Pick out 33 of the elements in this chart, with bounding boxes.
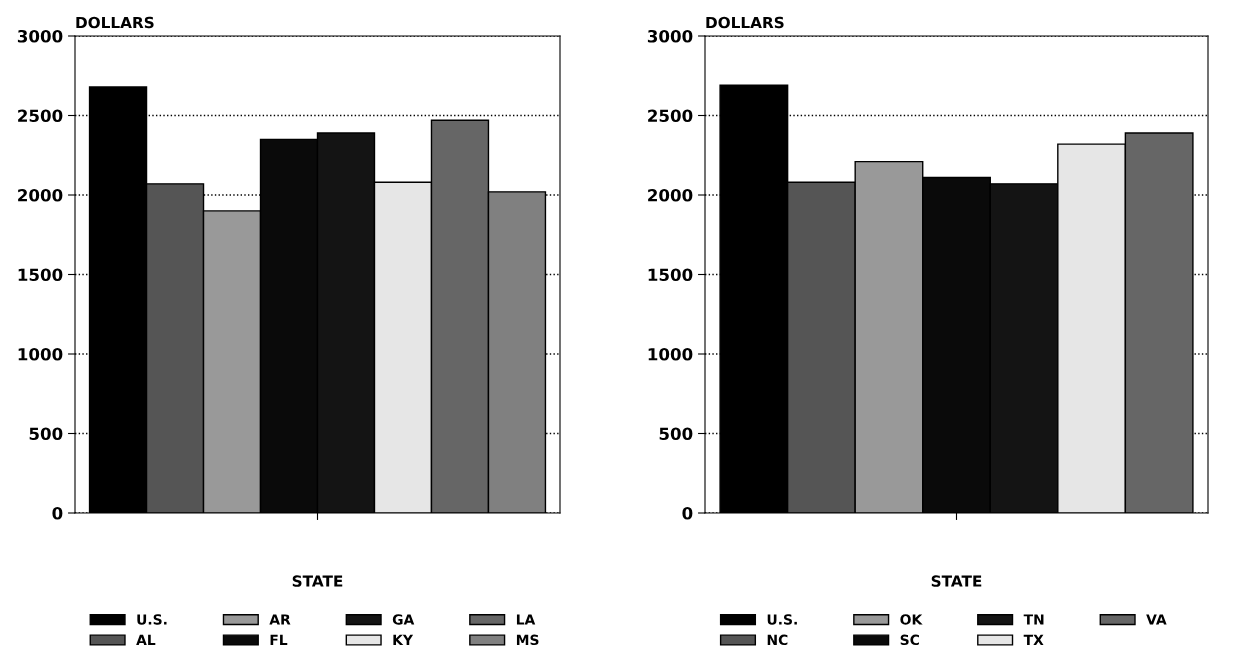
x-axis-title: STATE <box>292 575 343 587</box>
y-tick-label: 500 <box>659 427 693 441</box>
y-tick-label: 1000 <box>648 347 693 361</box>
legend-label: U.S. <box>137 614 167 625</box>
legend-label: KY <box>393 634 414 645</box>
x-axis-title: STATE <box>931 575 982 587</box>
y-tick-label: 3000 <box>647 29 693 43</box>
y-axis-title: DOLLARS <box>706 16 784 29</box>
y-tick-label: 0 <box>52 506 63 520</box>
legend-label: TN <box>1023 614 1044 625</box>
y-tick-label: 2000 <box>648 188 693 202</box>
legend-label: AR <box>269 614 291 625</box>
legend-label: GA <box>392 614 415 625</box>
legend-label: TX <box>1023 634 1044 645</box>
legend-label: MS <box>516 634 539 646</box>
y-tick-label: 1500 <box>18 268 63 282</box>
legend-label: VA <box>1146 614 1167 625</box>
y-tick-label: 2000 <box>18 188 63 202</box>
y-tick-label: 500 <box>29 427 63 441</box>
legend-label: U.S. <box>767 614 797 625</box>
y-tick-label: 0 <box>682 506 693 520</box>
legend-label: LA <box>516 614 536 625</box>
legend-label: SC <box>900 634 919 646</box>
legend-label: NC <box>767 634 788 646</box>
y-tick-label: 2500 <box>648 109 693 123</box>
legend-label: FL <box>270 634 288 645</box>
y-tick-label: 1500 <box>648 268 693 282</box>
y-tick-label: 3000 <box>17 29 63 43</box>
y-tick-label: 1000 <box>18 347 63 361</box>
y-axis-title: DOLLARS <box>76 16 154 29</box>
legend-label: OK <box>900 614 923 625</box>
y-tick-label: 2500 <box>18 109 63 123</box>
legend-label: AL <box>136 634 156 645</box>
